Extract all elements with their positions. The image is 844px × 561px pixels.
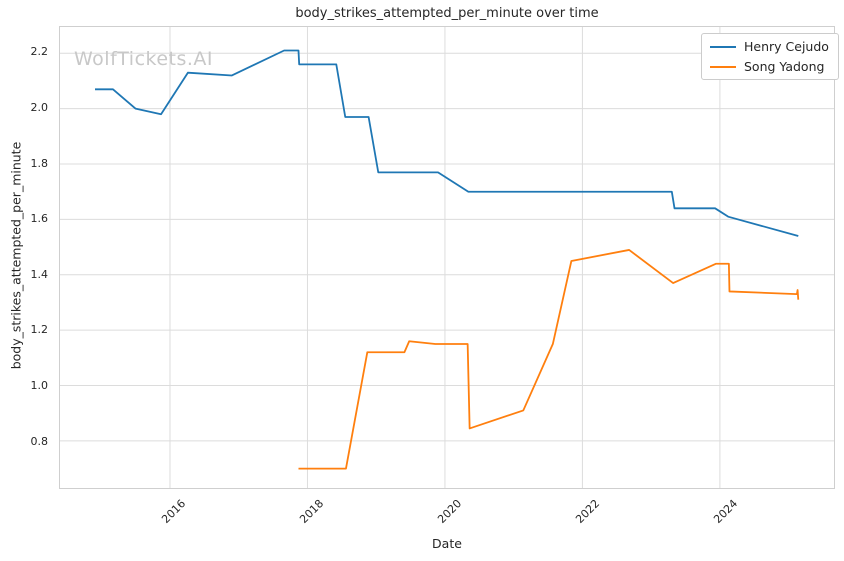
legend-swatch-henry-cejudo	[710, 45, 736, 48]
plot-lines	[60, 27, 834, 488]
y-tick-label: 1.0	[30, 379, 49, 393]
legend-label-henry-cejudo: Henry Cejudo	[744, 39, 829, 54]
legend-item-henry-cejudo: Henry Cejudo	[710, 39, 829, 54]
x-tick-label: 2024	[710, 497, 740, 526]
y-tick-label: 1.2	[30, 323, 49, 337]
y-tick-label: 1.8	[30, 156, 49, 170]
series-line-henry-cejudo	[95, 49, 799, 237]
legend-label-song-yadong: Song Yadong	[744, 59, 825, 74]
chart-title: body_strikes_attempted_per_minute over t…	[295, 6, 599, 21]
series-line-song-yadong	[298, 249, 800, 470]
y-axis-label: body_strikes_attempted_per_minute	[8, 141, 24, 370]
y-tick-label: 2.0	[30, 101, 49, 115]
y-tick-label: 1.6	[30, 212, 49, 226]
legend: Henry Cejudo Song Yadong	[701, 33, 839, 80]
x-tick-label: 2016	[159, 497, 189, 526]
x-tick-label: 2022	[572, 497, 602, 526]
x-tick-label: 2018	[297, 497, 327, 526]
y-tick-label: 2.2	[30, 45, 49, 59]
legend-swatch-song-yadong	[710, 65, 736, 68]
x-axis-label: Date	[432, 536, 462, 551]
plot-area	[59, 26, 835, 489]
legend-item-song-yadong: Song Yadong	[710, 59, 829, 74]
y-tick-label: 1.4	[30, 267, 49, 281]
watermark: WolfTickets.AI	[74, 48, 214, 70]
x-tick-label: 2020	[435, 497, 465, 526]
y-tick-label: 0.8	[30, 434, 49, 448]
